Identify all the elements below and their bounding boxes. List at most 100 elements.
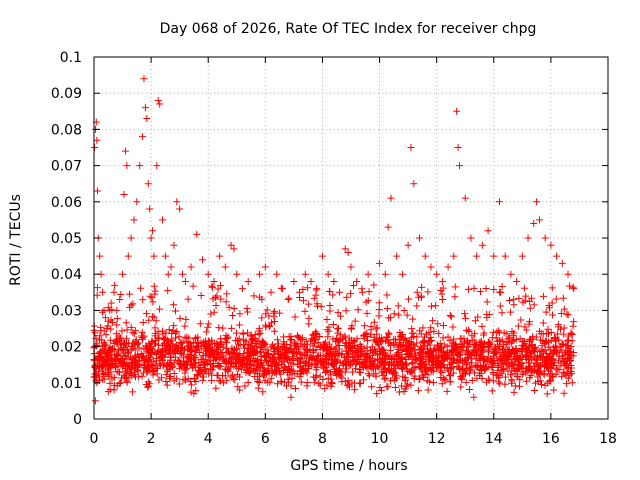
data-point [202,350,210,358]
data-point [495,198,503,206]
data-point [462,314,470,322]
data-point [170,359,178,367]
data-point [325,350,333,358]
data-point [535,327,543,335]
data-point [501,252,509,260]
data-point [382,374,390,382]
y-tick-label: 0.03 [51,303,82,319]
data-point [413,302,421,310]
data-point [368,383,376,391]
data-point [545,354,553,362]
data-point [439,321,447,329]
data-point [503,338,511,346]
data-point [485,311,493,319]
data-point [175,380,183,388]
data-point [145,316,153,324]
data-point [264,361,272,369]
data-point [564,336,572,344]
data-point [226,358,234,366]
data-point [542,308,550,316]
data-point [413,339,421,347]
data-point [263,306,271,314]
data-point [423,377,431,385]
data-point [314,351,322,359]
data-point [501,373,509,381]
data-point [533,198,541,206]
data-point [196,320,204,328]
data-point [405,339,413,347]
data-point [370,370,378,378]
data-point [241,344,249,352]
data-point [560,324,568,332]
data-point [330,277,338,285]
data-point [456,162,464,170]
y-tick-label: 0.07 [51,159,82,175]
data-point [505,335,513,343]
data-point [536,348,544,356]
data-point [240,350,248,358]
data-point [303,369,311,377]
data-point [233,270,241,278]
data-point [154,347,162,355]
data-point [305,320,313,328]
data-point [123,378,131,386]
data-point [129,339,137,347]
data-point [513,277,521,285]
data-point [208,376,216,384]
data-point [274,362,282,370]
data-point [270,309,278,317]
data-point [155,360,163,368]
data-point [419,345,427,353]
data-point [257,352,265,360]
data-point [188,381,196,389]
data-point [187,263,195,271]
data-point [118,327,126,335]
data-point [325,340,333,348]
data-point [391,362,399,370]
data-point [407,352,415,360]
data-point [383,333,391,341]
data-point [324,333,332,341]
data-point [421,252,429,260]
data-point [194,371,202,379]
data-point [479,331,487,339]
data-point [93,284,101,292]
data-point [94,353,102,361]
data-point [312,291,320,299]
data-point [145,363,153,371]
data-point [564,311,572,319]
data-point [464,338,472,346]
data-point [130,216,138,224]
data-point [205,338,213,346]
data-point [147,338,155,346]
data-point [518,347,526,355]
data-point [214,361,222,369]
data-point [419,338,427,346]
data-point [117,290,125,298]
data-point [525,336,533,344]
data-point [544,363,552,371]
data-point [386,346,394,354]
data-point [233,351,241,359]
data-point [319,346,327,354]
data-point [399,343,407,351]
data-point [478,345,486,353]
data-point [138,328,146,336]
data-point [102,370,110,378]
data-point [235,356,243,364]
data-point [163,381,171,389]
data-point [400,336,408,344]
data-point [515,294,523,302]
data-point [561,370,569,378]
data-point [347,325,355,333]
data-point [496,302,504,310]
data-point [198,356,206,364]
y-tick-label: 0.02 [51,340,82,356]
data-point [427,302,435,310]
data-point [91,397,99,405]
data-point [176,314,184,322]
data-point [135,344,143,352]
data-point [259,388,267,396]
data-point [143,310,151,318]
data-point [570,285,578,293]
